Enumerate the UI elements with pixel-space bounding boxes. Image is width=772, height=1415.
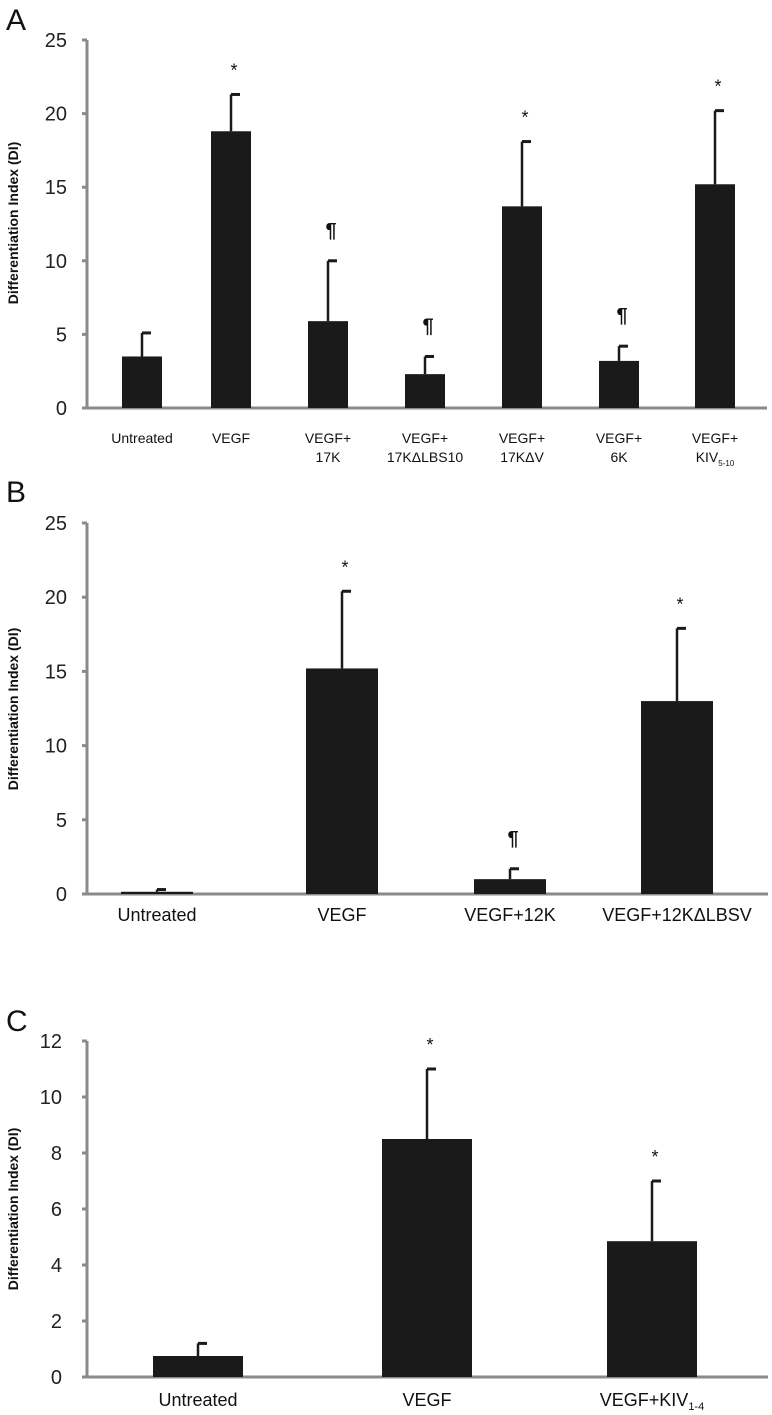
panel-c-y-tick-label: 2 <box>51 1311 62 1333</box>
panel-c-y-tick-label: 8 <box>51 1143 62 1165</box>
panel-a-category-label: VEGF+ <box>402 430 448 446</box>
panel-c-bar <box>382 1139 472 1377</box>
panel-b-bar <box>121 891 193 894</box>
panel-b-y-tick-label: 0 <box>56 884 67 906</box>
panel-a-category-label: 17KΔV <box>500 449 544 465</box>
panel-a-y-tick-label: 20 <box>45 104 67 126</box>
panel-a-significance-marker: ¶ <box>616 305 627 327</box>
panel-a-category-label: Untreated <box>111 430 172 446</box>
panel-c-category-label: VEGF <box>402 1390 451 1410</box>
panel-b-significance-marker: * <box>341 557 348 577</box>
panel-a-significance-marker: * <box>521 108 528 128</box>
panel-c-y-axis-label: Differentiation Index (DI) <box>5 1128 21 1291</box>
panel-b-y-tick-label: 5 <box>56 810 67 832</box>
panel-c-y-tick-label: 12 <box>40 1031 62 1053</box>
panel-b-significance-marker: ¶ <box>507 828 518 850</box>
panel-c-label: C <box>6 1005 28 1038</box>
panel-c-significance-marker: * <box>426 1035 433 1055</box>
panel-c-y-tick-label: 4 <box>51 1255 62 1277</box>
panel-b-y-tick-label: 25 <box>45 513 67 535</box>
panel-a-category-label: 17KΔLBS10 <box>387 449 464 465</box>
panel-a-category-label: 17K <box>316 449 342 465</box>
panel-a-y-tick-label: 10 <box>45 251 67 273</box>
panel-a-significance-marker: ¶ <box>325 220 336 242</box>
panel-a-bar <box>122 356 162 408</box>
panel-b-bar <box>306 668 378 894</box>
panel-b-category-label: Untreated <box>117 905 196 925</box>
panel-a-bar <box>211 131 251 408</box>
panel-b-y-axis-label: Differentiation Index (DI) <box>5 628 21 791</box>
panel-c-y-tick-label: 10 <box>40 1087 62 1109</box>
panel-a-category-label: 6K <box>610 449 628 465</box>
panel-a-category-label: VEGF+ <box>499 430 545 446</box>
panel-c-category-label: VEGF+KIV1-4 <box>600 1390 704 1413</box>
panel-a-y-tick-label: 25 <box>45 30 67 52</box>
panel-c-bar <box>153 1356 243 1377</box>
panel-c-significance-marker: * <box>651 1147 658 1167</box>
panel-b-category-label: VEGF+12K <box>464 905 556 925</box>
panel-b-label: B <box>6 476 26 509</box>
panel-c-chart: C Differentiation Index (DI) 0 2 4 6 8 10 12 Untr… <box>5 1005 768 1413</box>
panel-a-significance-marker: * <box>230 60 237 80</box>
panel-a-y-tick-label: 5 <box>56 324 67 346</box>
panel-b-category-label: VEGF <box>317 905 366 925</box>
panel-c-bar <box>607 1241 697 1377</box>
panel-a-category-subscript: 5-10 <box>718 459 735 468</box>
panel-a-bar <box>695 184 735 408</box>
panel-a-y-axis-label: Differentiation Index (DI) <box>5 142 21 305</box>
panel-b-y-tick-label: 10 <box>45 736 67 758</box>
panel-b-bar <box>641 701 713 894</box>
panel-c-y-tick-label: 0 <box>51 1367 62 1389</box>
panel-b-bar <box>474 879 546 894</box>
panel-a-bar <box>308 321 348 408</box>
panel-c-y-tick-label: 6 <box>51 1199 62 1221</box>
panel-b-y-tick-label: 15 <box>45 661 67 683</box>
panel-a-category-label: VEGF+ <box>596 430 642 446</box>
panel-a-chart: A Differentiation Index (DI) 0 5 10 15 20 25 Unt… <box>5 4 767 468</box>
panel-a-category-label: KIV5-10 <box>696 449 735 468</box>
panel-a-category-label: VEGF+ <box>692 430 738 446</box>
panel-b-y-tick-label: 20 <box>45 587 67 609</box>
panel-a-category-label: VEGF+ <box>305 430 351 446</box>
panel-b-category-label: VEGF+12KΔLBSV <box>602 905 752 925</box>
panel-b-significance-marker: * <box>676 594 683 614</box>
panel-a-y-tick-label: 0 <box>56 398 67 420</box>
panel-a-significance-marker: * <box>714 77 721 97</box>
panel-a-bar <box>502 206 542 408</box>
panel-a-category-label: VEGF <box>212 430 250 446</box>
panel-a-significance-marker: ¶ <box>422 315 433 337</box>
panel-a-y-tick-label: 15 <box>45 177 67 199</box>
panel-a-bar <box>599 360 639 408</box>
panel-c-category-subscript: 1-4 <box>688 1401 704 1413</box>
panel-c-category-label: Untreated <box>158 1390 237 1410</box>
panel-a-label: A <box>6 4 26 37</box>
panel-b-chart: B Differentiation Index (DI) 0 5 10 15 20 25 Unt… <box>5 476 768 925</box>
panel-a-bar <box>405 374 445 408</box>
